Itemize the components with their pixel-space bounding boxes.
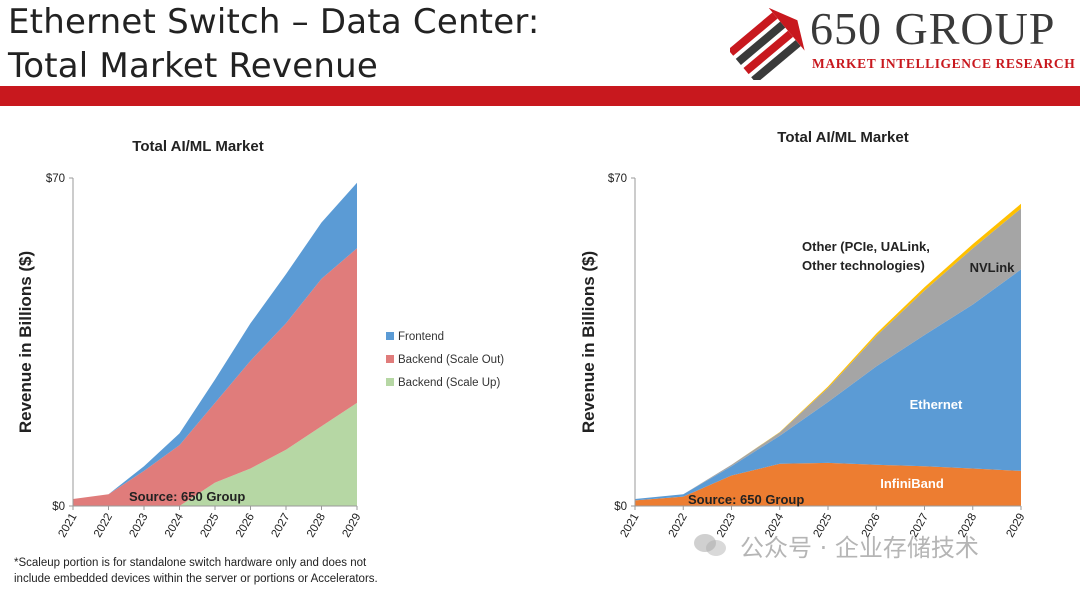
x-tick-label: 2023: [127, 512, 150, 540]
slide-title-line1: Ethernet Switch – Data Center:: [8, 2, 540, 42]
area-label-infiniband: InfiniBand: [880, 476, 944, 491]
wechat-icon: [694, 534, 726, 556]
y-tick-label: $0: [52, 501, 65, 513]
legend-swatch: [386, 378, 394, 386]
area-label-nvlink: NVLink: [970, 260, 1016, 275]
footnote: *Scaleup portion is for standalone switc…: [14, 556, 378, 587]
area-series-0: [73, 402, 357, 506]
y-axis-label: Revenue in Billions ($): [579, 251, 598, 433]
slide-title: Ethernet Switch – Data Center: Total Mar…: [8, 0, 648, 88]
x-tick-label: 2021: [56, 512, 79, 540]
x-tick-label: 2022: [92, 512, 115, 540]
source-annotation: Source: 650 Group: [129, 489, 245, 504]
area-label-ethernet: Ethernet: [910, 397, 963, 412]
y-tick-label: $70: [608, 173, 627, 185]
chart-title: Total AI/ML Market: [777, 129, 908, 146]
footnote-line2: include embedded devices within the serv…: [14, 572, 378, 585]
logo-mark-icon: [730, 8, 805, 80]
header-divider-bar: [0, 86, 1080, 106]
company-logo: 650 GROUP MARKET INTELLIGENCE RESEARCH: [730, 3, 1076, 81]
logo-name: 650 GROUP: [810, 3, 1056, 54]
area-series-1: [73, 248, 357, 507]
callout-other-line1: Other (PCIe, UALink,: [802, 239, 930, 254]
legend-swatch: [386, 355, 394, 363]
x-tick-label: 2029: [340, 512, 363, 540]
source-annotation: Source: 650 Group: [688, 492, 804, 507]
slide-title-line2: Total Market Revenue: [8, 46, 378, 86]
x-tick-label: 2025: [198, 512, 221, 540]
logo-tagline: MARKET INTELLIGENCE RESEARCH: [812, 56, 1076, 71]
watermark: 公众号 · 企业存储技术: [740, 534, 979, 562]
legend-label: Frontend: [398, 331, 444, 343]
callout-other-line2: Other technologies): [802, 258, 925, 273]
x-tick-label: 2027: [269, 512, 292, 540]
x-tick-label: 2028: [305, 512, 328, 540]
x-tick-label: 2029: [1004, 512, 1027, 540]
x-tick-label: 2021: [618, 512, 641, 540]
x-tick-label: 2026: [234, 512, 257, 540]
footnote-line1: *Scaleup portion is for standalone switc…: [14, 557, 367, 569]
legend-label: Backend (Scale Out): [398, 354, 504, 366]
legend-swatch: [386, 332, 394, 340]
legend-label: Backend (Scale Up): [398, 377, 500, 389]
x-tick-label: 2022: [667, 512, 690, 540]
y-tick-label: $70: [46, 173, 65, 185]
chart-title: Total AI/ML Market: [132, 138, 263, 155]
area-series-0: [635, 462, 1021, 506]
y-tick-label: $0: [614, 501, 627, 513]
area-series-1: [635, 269, 1021, 501]
y-axis-label: Revenue in Billions ($): [16, 251, 35, 433]
x-tick-label: 2024: [163, 511, 186, 540]
